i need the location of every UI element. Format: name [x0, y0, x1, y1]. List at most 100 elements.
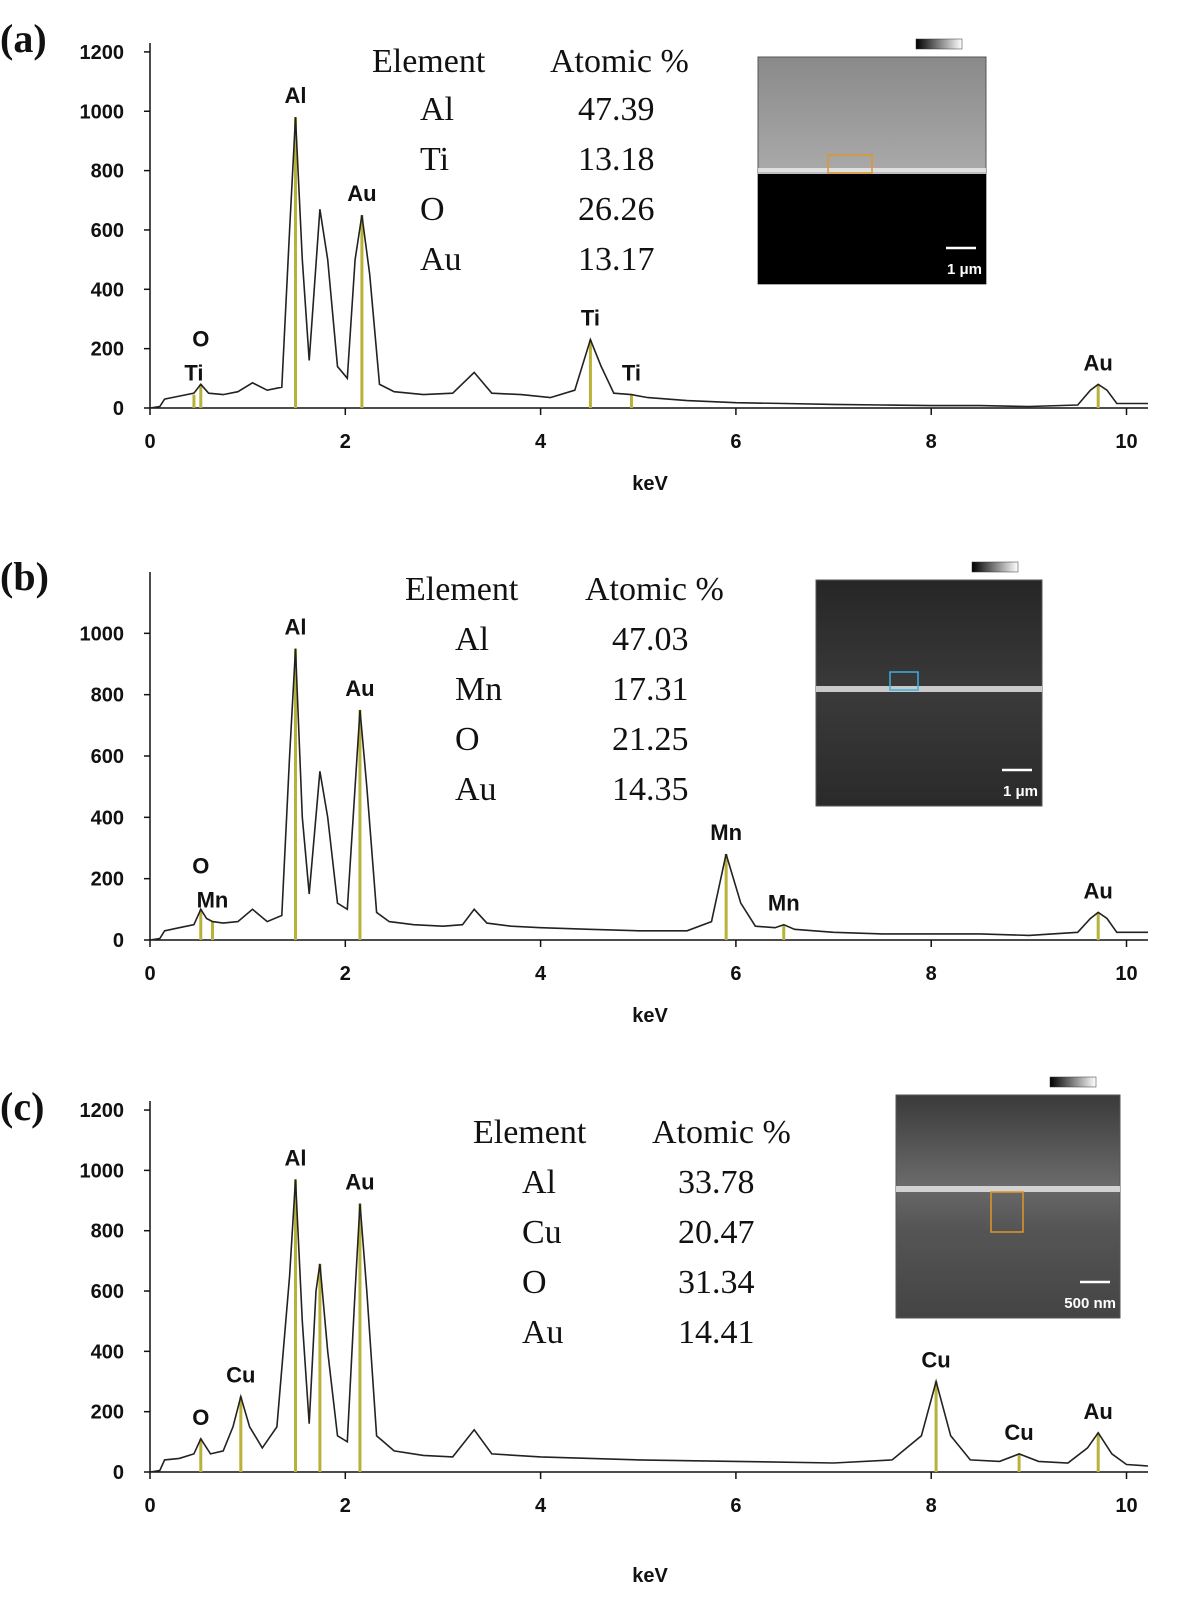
y-tick-label: 1200: [80, 1100, 125, 1122]
table-header: Element: [473, 1114, 587, 1151]
table-value: 20.47: [678, 1214, 755, 1251]
inset-colorbar: [915, 38, 963, 50]
table-element: Cu: [522, 1214, 562, 1251]
table-value: 14.35: [612, 771, 689, 808]
peak-label: Cu: [1004, 1420, 1033, 1445]
table-header: Element: [372, 43, 486, 80]
x-axis-label: keV: [632, 473, 668, 495]
table-element: Au: [420, 241, 462, 278]
x-axis-label: keV: [632, 1565, 668, 1587]
x-tick-label: 6: [730, 431, 741, 453]
x-tick-label: 8: [926, 431, 937, 453]
panel-label: (c): [0, 1084, 44, 1129]
y-tick-label: 200: [91, 869, 124, 891]
table-header: Atomic %: [652, 1114, 791, 1151]
peak-label: Au: [1084, 1399, 1113, 1424]
inset-substrate: [758, 172, 986, 284]
inset-image: [815, 579, 1043, 807]
peak-label: Mn: [768, 891, 800, 916]
panel-label: (b): [0, 554, 49, 599]
peak-label: Al: [285, 1145, 307, 1170]
table-value: 13.17: [578, 241, 655, 278]
inset-colorbar: [971, 561, 1019, 573]
inset-colorbar: [1049, 1076, 1097, 1088]
panel: (c) 0 200 400 600 800 1000 1200 0 2 4 6 8 10 keV O Cu Al A…: [0, 1076, 1149, 1587]
table-element: Au: [455, 771, 497, 808]
x-tick-label: 10: [1115, 431, 1137, 453]
table-header: Element: [405, 571, 519, 608]
x-tick-label: 2: [340, 1495, 351, 1517]
table-value: 17.31: [612, 671, 689, 708]
y-tick-label: 800: [91, 161, 124, 183]
x-tick-label: 4: [535, 963, 547, 985]
table-value: 47.39: [578, 91, 655, 128]
table-element: Al: [455, 621, 489, 658]
peak-label: Au: [345, 1170, 374, 1195]
table-value: 21.25: [612, 721, 689, 758]
y-tick-label: 600: [91, 746, 124, 768]
table-header: Atomic %: [585, 571, 724, 608]
spectrum-line: [149, 117, 1148, 409]
peak-label: Ti: [622, 361, 641, 386]
x-tick-label: 2: [340, 431, 351, 453]
peak-label: Au: [1084, 878, 1113, 903]
inset-interface: [816, 686, 1042, 692]
spectrum-line: [149, 648, 1148, 941]
y-tick-label: 400: [91, 279, 124, 301]
x-tick-label: 10: [1115, 963, 1137, 985]
peak-label: Au: [1084, 350, 1113, 375]
x-tick-label: 10: [1115, 1495, 1137, 1517]
y-tick-label: 800: [91, 685, 124, 707]
y-tick-label: 600: [91, 1281, 124, 1303]
peak-label: Ti: [184, 361, 203, 386]
y-tick-label: 400: [91, 807, 124, 829]
y-tick-label: 1000: [80, 1160, 125, 1182]
peak-label: O: [192, 854, 209, 879]
y-tick-label: 0: [113, 398, 124, 420]
table-element: Al: [522, 1164, 556, 1201]
x-tick-label: 0: [144, 431, 155, 453]
x-tick-label: 8: [926, 963, 937, 985]
table-value: 31.34: [678, 1264, 755, 1301]
y-tick-label: 0: [113, 1462, 124, 1484]
x-tick-label: 4: [535, 431, 547, 453]
x-tick-label: 2: [340, 963, 351, 985]
table-element: Mn: [455, 671, 502, 708]
table-element: O: [455, 721, 480, 758]
table-element: O: [420, 191, 445, 228]
table-value: 33.78: [678, 1164, 755, 1201]
x-tick-label: 8: [926, 1495, 937, 1517]
table-value: 13.18: [578, 141, 655, 178]
table-element: Ti: [420, 141, 449, 178]
y-tick-label: 200: [91, 339, 124, 361]
y-tick-label: 400: [91, 1341, 124, 1363]
inset-selection: [889, 671, 919, 691]
peak-label: O: [192, 327, 209, 352]
table-element: Au: [522, 1314, 564, 1351]
peak-label: Ti: [581, 306, 600, 331]
peak-label: O: [192, 1405, 209, 1430]
inset-selection: [990, 1191, 1024, 1233]
inset-image: [895, 1094, 1121, 1319]
table-element: O: [522, 1264, 547, 1301]
inset-interface: [896, 1186, 1120, 1192]
peak-label: Cu: [226, 1363, 255, 1388]
peak-label: Mn: [197, 888, 229, 913]
y-tick-label: 1000: [80, 101, 125, 123]
spectrum-line: [149, 1179, 1149, 1473]
y-tick-label: 800: [91, 1221, 124, 1243]
inset-selection: [827, 154, 873, 174]
table-value: 14.41: [678, 1314, 755, 1351]
y-tick-label: 1000: [80, 623, 125, 645]
y-tick-label: 200: [91, 1402, 124, 1424]
table-value: 47.03: [612, 621, 689, 658]
panel: (a) 0 200 400 600 800 1000 1200 0 2 4 6 8 10 keV Ti O Al A…: [0, 16, 1148, 495]
x-axis-label: keV: [632, 1005, 668, 1027]
peak-label: Al: [285, 615, 307, 640]
y-tick-label: 600: [91, 220, 124, 242]
peak-label: Cu: [921, 1348, 950, 1373]
inset-scale-label: 1 μm: [1003, 783, 1038, 800]
inset-scale-label: 500 nm: [1064, 1295, 1116, 1312]
x-tick-label: 0: [144, 1495, 155, 1517]
